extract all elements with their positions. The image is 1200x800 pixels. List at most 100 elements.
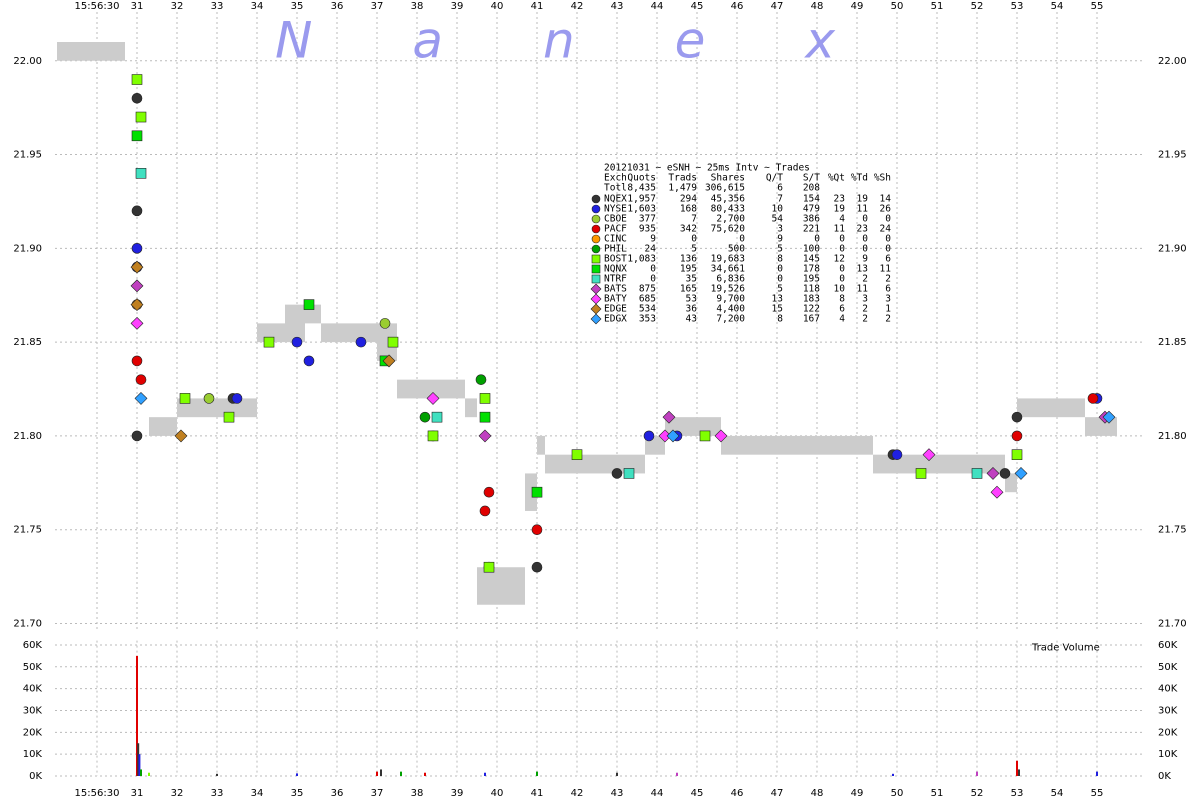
- x-tick-label: 44: [651, 788, 664, 799]
- trade-marker: [131, 243, 143, 254]
- legend-marker: [591, 224, 601, 234]
- table-header: %Td: [851, 173, 868, 184]
- table-cell: 8,435: [627, 183, 656, 194]
- y-tick-label: 40K: [23, 684, 43, 695]
- y-tick-label: 21.85: [13, 337, 42, 348]
- legend-marker: [591, 234, 601, 244]
- trade-marker: [291, 336, 303, 348]
- volume-bar: [400, 771, 402, 776]
- table-cell: 11: [834, 224, 846, 235]
- x-tick-label: 33: [211, 1, 224, 12]
- legend-marker: [591, 254, 601, 264]
- trade-marker: [479, 393, 491, 404]
- x-tick-label: 48: [811, 788, 824, 799]
- trade-marker: [1011, 449, 1023, 460]
- y-tick-label: 21.90: [13, 243, 42, 254]
- table-cell: 35: [686, 274, 697, 285]
- x-tick-label: 37: [371, 788, 384, 799]
- trade-marker: [623, 468, 635, 479]
- table-cell: 36: [686, 304, 698, 315]
- nbbo-band: [377, 323, 397, 361]
- x-tick-label: 51: [931, 788, 944, 799]
- table-cell: 0: [885, 214, 891, 225]
- table-cell: 19: [857, 194, 869, 205]
- x-tick-label: 36: [331, 1, 344, 12]
- legend-marker: [591, 264, 601, 274]
- legend-marker: [591, 244, 601, 254]
- x-tick-label: 47: [771, 788, 784, 799]
- trade-marker: [971, 468, 983, 479]
- table-cell: 75,620: [711, 224, 746, 235]
- table-cell: 11: [857, 284, 869, 295]
- table-row-label: BATS: [604, 284, 627, 295]
- table-cell: 6: [885, 284, 891, 295]
- table-cell: 534: [639, 304, 656, 315]
- legend-marker: [590, 313, 602, 325]
- y-tick-label-right: 60K: [1158, 640, 1178, 651]
- y-tick-label-right: 22.00: [1158, 56, 1187, 67]
- nbbo-band: [537, 435, 545, 455]
- table-cell: 8: [777, 314, 783, 325]
- table-cell: 6: [777, 183, 783, 194]
- y-tick-label: 21.75: [13, 525, 42, 536]
- table-cell: 1: [885, 304, 891, 315]
- x-tick-label: 51: [931, 1, 944, 12]
- nbbo-band: [917, 454, 1005, 474]
- y-tick-label: 60K: [23, 640, 43, 651]
- volume-bar: [296, 773, 298, 776]
- table-row-label: BOST: [604, 254, 627, 265]
- panel-label: Trade Volume: [1031, 643, 1100, 654]
- table-cell: 24: [880, 224, 892, 235]
- nbbo-band: [321, 323, 377, 343]
- x-tick-label: 43: [611, 1, 624, 12]
- trade-marker: [1011, 411, 1023, 423]
- trade-marker: [419, 411, 431, 423]
- x-tick-label: 55: [1091, 1, 1104, 12]
- trade-marker: [263, 336, 275, 348]
- y-tick-label-right: 10K: [1158, 749, 1178, 760]
- x-tick-label: 46: [731, 788, 744, 799]
- table-cell: 2: [885, 274, 891, 285]
- table-cell: 6: [839, 304, 845, 315]
- table-cell: 377: [639, 214, 656, 225]
- table-cell: 2: [885, 314, 891, 325]
- table-cell: 0: [862, 234, 868, 245]
- trade-marker: [475, 374, 487, 385]
- table-cell: 154: [803, 194, 820, 205]
- table-cell: 43: [686, 314, 697, 325]
- y-tick-label: 20K: [23, 727, 43, 738]
- trade-marker: [990, 485, 1004, 499]
- table-cell: 9: [777, 234, 783, 245]
- x-tick-label: 53: [1011, 788, 1024, 799]
- volume-bar: [892, 773, 894, 776]
- table-cell: 0: [862, 244, 868, 255]
- table-cell: 19,526: [711, 284, 746, 295]
- legend-marker: [591, 194, 601, 204]
- x-tick-label: 31: [131, 1, 144, 12]
- x-tick-label: 15:56:30: [75, 1, 120, 12]
- legend-marker: [590, 283, 602, 295]
- volume-bar: [137, 743, 140, 776]
- y-tick-label-right: 21.90: [1158, 243, 1187, 254]
- table-cell: 4: [839, 214, 845, 225]
- trade-marker: [379, 318, 391, 329]
- trade-marker: [478, 429, 492, 443]
- table-cell: 9: [862, 254, 868, 265]
- x-tick-label: 34: [251, 1, 264, 12]
- table-cell: 3: [885, 294, 891, 305]
- table-cell: 118: [803, 284, 820, 295]
- trade-marker: [131, 130, 143, 142]
- x-tick-label: 46: [731, 1, 744, 12]
- trade-marker: [915, 468, 927, 479]
- trade-marker: [662, 410, 676, 424]
- y-tick-label-right: 21.85: [1158, 337, 1187, 348]
- table-cell: 11: [880, 264, 892, 275]
- x-tick-label: 32: [171, 788, 184, 799]
- table-cell: 353: [639, 314, 656, 325]
- trade-marker: [130, 260, 144, 274]
- table-cell: 500: [728, 244, 745, 255]
- trade-marker: [130, 316, 144, 330]
- x-tick-label: 41: [531, 788, 544, 799]
- table-cell: 178: [803, 264, 820, 275]
- table-cell: 0: [777, 264, 783, 275]
